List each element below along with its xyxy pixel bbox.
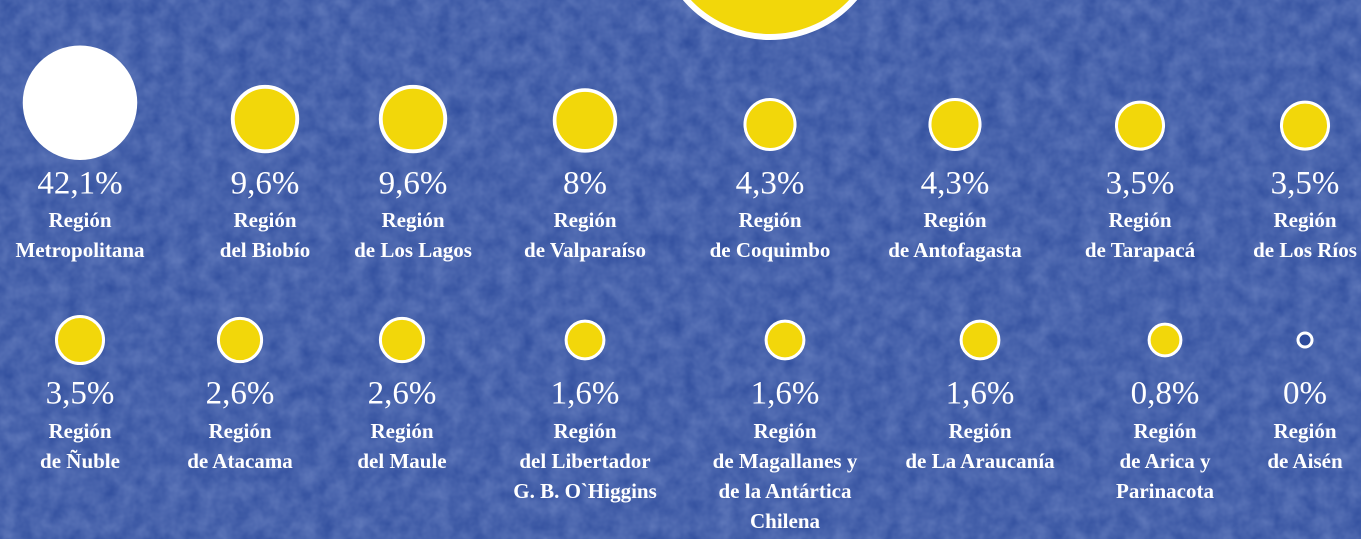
region-label: Región [949,419,1012,443]
value-label: 9,6% [231,166,300,202]
bubble [959,319,1001,361]
bubble [230,84,300,154]
region-label: de Antofagasta [888,238,1022,262]
region-label: Región [209,419,272,443]
region-label: de Aisén [1267,449,1343,473]
value-label: 9,6% [379,166,448,202]
region-label: de Coquimbo [710,238,831,262]
value-label: 3,5% [1106,166,1175,202]
region-label: Región [754,419,817,443]
region-label: de Ñuble [40,449,120,473]
region-label: de Los Ríos [1253,238,1357,262]
region-label: del Libertador [519,449,650,473]
region-label: de La Araucanía [905,449,1055,473]
bubble [743,97,797,152]
region-label: Región [234,208,297,232]
region-label: Región [1274,419,1337,443]
bubble [1114,100,1166,151]
bubble [564,319,606,361]
decor-circle [682,0,858,40]
region-label: Región [382,208,445,232]
region-label: Región [554,208,617,232]
bubble [378,84,448,154]
region-label: Chilena [750,509,821,533]
region-label: Región [924,208,987,232]
bubble [216,316,264,364]
value-label: 42,1% [37,166,122,202]
value-label: 1,6% [551,376,620,412]
region-label: Metropolitana [15,238,145,262]
value-label: 1,6% [946,376,1015,412]
value-label: 8% [563,166,607,202]
region-label: de Tarapacá [1085,238,1196,262]
region-label: Región [739,208,802,232]
region-label: de Magallanes y [713,449,858,473]
value-label: 1,6% [751,376,820,412]
value-label: 0% [1283,376,1327,412]
bubble [1296,331,1314,349]
region-label: del Maule [357,449,446,473]
bubble [1147,322,1183,358]
bubble [378,316,426,364]
value-label: 4,3% [921,166,990,202]
value-label: 3,5% [1271,166,1340,202]
value-label: 3,5% [46,376,115,412]
region-label: G. B. O`Higgins [513,479,657,503]
region-label: Región [1109,208,1172,232]
region-label: de Los Lagos [354,238,472,262]
bubble [22,45,138,160]
region-label: Región [1134,419,1197,443]
bubble [764,319,806,361]
region-label: de Arica y [1120,449,1211,473]
region-label: de Atacama [187,449,293,473]
region-label: Región [554,419,617,443]
bubble [1279,100,1331,151]
region-label: Región [371,419,434,443]
value-label: 2,6% [368,376,437,412]
bubble [552,88,618,153]
bubbles: 42,1% Región Metropolitana 9,6% Región del Bi… [15,45,1357,533]
region-label: Región [49,208,112,232]
region-label: Parinacota [1116,479,1214,503]
value-label: 2,6% [206,376,275,412]
region-label: Región [49,419,112,443]
bubble [928,97,982,152]
value-label: 4,3% [736,166,805,202]
region-label: Región [1274,208,1337,232]
region-label: de Valparaíso [524,238,646,262]
region-label: del Biobío [220,238,310,262]
region-label: de la Antártica [719,479,852,503]
bubble [54,314,106,366]
value-label: 0,8% [1131,376,1200,412]
